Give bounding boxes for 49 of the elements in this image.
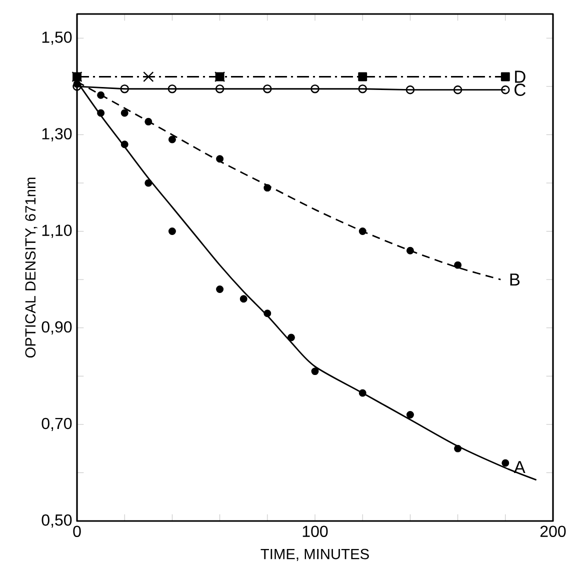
point [453,85,462,94]
point [120,84,130,94]
point [358,389,366,397]
y-tick-label: 0,90 [42,321,72,334]
y-tick-label: 1,30 [42,128,72,142]
point [240,295,248,303]
y-axis-title: OPTICAL DENSITY, 671nm [25,178,38,358]
point [168,228,176,236]
point [500,85,510,94]
point [168,84,177,94]
point [358,228,366,236]
point [143,71,154,82]
point [287,334,295,342]
series-label: B [510,274,520,286]
point [500,72,510,82]
series-label: D [515,70,526,83]
y-tick-label: 0,70 [42,418,72,432]
x-axis-title: TIME, MINUTES [260,548,369,561]
point [168,136,176,144]
y-tick-label: 1,50 [42,32,72,45]
point [358,84,368,94]
point [97,91,105,99]
point [216,285,224,293]
point [120,109,128,117]
point [264,310,272,318]
x-tick-label: 200 [540,526,566,538]
y-tick-label: 0,50 [42,514,72,528]
point [144,179,152,187]
x-tick-label: 100 [302,526,328,538]
point [454,444,462,452]
point [406,411,414,418]
point [502,459,510,467]
point [264,184,272,192]
point [310,84,320,94]
point [97,109,105,117]
point [406,85,415,94]
point [358,72,368,82]
series-label: C [514,84,526,96]
y-tick-label: 1,10 [42,224,72,238]
point [144,118,152,126]
series-label: A [514,461,526,474]
point [120,140,128,148]
x-tick-label: 0 [73,526,81,538]
point [454,261,462,269]
point [406,246,414,254]
point [216,155,224,163]
point [215,84,224,94]
point [262,84,272,94]
point [311,368,319,376]
